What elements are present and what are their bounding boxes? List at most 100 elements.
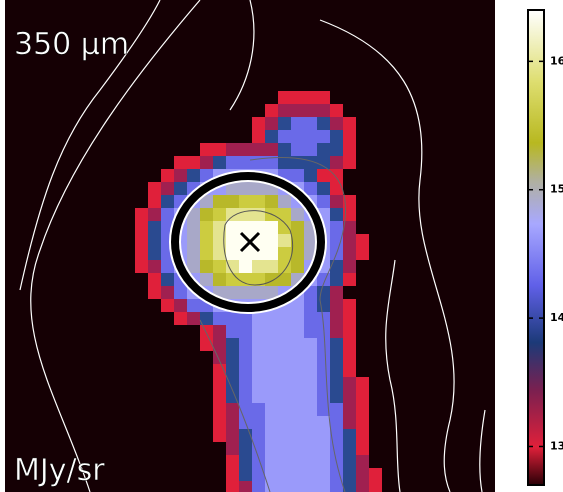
pixel: [252, 143, 265, 156]
pixel: [291, 481, 304, 492]
pixel: [278, 247, 291, 260]
pixel: [239, 143, 252, 156]
contour: [30, 0, 201, 492]
pixel: [226, 182, 239, 195]
pixel: [343, 403, 356, 416]
pixel: [226, 312, 239, 325]
pixel: [330, 442, 343, 455]
pixel: [213, 416, 226, 429]
source-marker: [239, 231, 261, 253]
pixel: [239, 442, 252, 455]
pixel: [265, 429, 278, 442]
pixel: [213, 143, 226, 156]
pixel: [343, 364, 356, 377]
pixel: [317, 156, 330, 169]
pixel: [343, 234, 356, 247]
pixel: [148, 234, 161, 247]
pixel: [330, 143, 343, 156]
pixel: [226, 260, 239, 273]
pixel: [291, 91, 304, 104]
pixel: [304, 403, 317, 416]
pixel: [343, 208, 356, 221]
pixel: [343, 156, 356, 169]
pixel: [213, 247, 226, 260]
pixel: [317, 299, 330, 312]
pixel: [187, 260, 200, 273]
pixel: [317, 130, 330, 143]
pixel: [213, 234, 226, 247]
pixel: [330, 351, 343, 364]
colorbar-tick-label: 14: [550, 311, 563, 324]
pixel: [265, 143, 278, 156]
pixel: [317, 377, 330, 390]
contour: [223, 210, 294, 286]
pixel: [187, 156, 200, 169]
pixel: [278, 416, 291, 429]
pixel: [265, 130, 278, 143]
pixel: [161, 286, 174, 299]
pixel: [291, 429, 304, 442]
pixel: [213, 156, 226, 169]
pixel: [174, 312, 187, 325]
pixel: [278, 312, 291, 325]
pixel: [304, 468, 317, 481]
pixel: [278, 208, 291, 221]
pixel: [330, 416, 343, 429]
pixel: [291, 143, 304, 156]
pixel: [213, 377, 226, 390]
pixel: [252, 364, 265, 377]
pixel: [304, 325, 317, 338]
pixel: [304, 182, 317, 195]
pixel: [200, 221, 213, 234]
pixel: [265, 442, 278, 455]
pixel: [200, 156, 213, 169]
pixel: [278, 260, 291, 273]
pixel: [304, 455, 317, 468]
pixel: [278, 403, 291, 416]
pixel: [148, 208, 161, 221]
pixel: [239, 351, 252, 364]
pixel: [252, 455, 265, 468]
contours: [19, 0, 486, 492]
pixel: [317, 143, 330, 156]
pixel: [304, 351, 317, 364]
pixel: [330, 156, 343, 169]
pixel: [265, 260, 278, 273]
pixel: [369, 481, 382, 492]
contour: [479, 409, 486, 492]
pixel: [291, 377, 304, 390]
pixel: [174, 156, 187, 169]
pixel: [200, 169, 213, 182]
pixel: [252, 312, 265, 325]
pixel: [252, 130, 265, 143]
pixel: [278, 130, 291, 143]
pixel: [252, 338, 265, 351]
pixel: [304, 429, 317, 442]
pixel: [356, 377, 369, 390]
pixel: [135, 208, 148, 221]
pixel: [135, 221, 148, 234]
pixel: [252, 260, 265, 273]
pixel: [343, 273, 356, 286]
pixel: [304, 130, 317, 143]
pixel: [239, 377, 252, 390]
pixel: [330, 130, 343, 143]
pixel: [317, 390, 330, 403]
pixel: [304, 156, 317, 169]
pixel: [187, 234, 200, 247]
pixel: [226, 234, 239, 247]
pixel: [239, 286, 252, 299]
pixel: [278, 273, 291, 286]
pixel: [265, 286, 278, 299]
pixel: [213, 208, 226, 221]
pixel: [226, 351, 239, 364]
pixel: [330, 338, 343, 351]
pixel: [239, 221, 252, 234]
pixel: [330, 260, 343, 273]
colorbar-tick-label: 16: [550, 54, 563, 67]
pixel: [356, 455, 369, 468]
pixel: [278, 351, 291, 364]
pixel: [330, 481, 343, 492]
pixel: [161, 208, 174, 221]
pixel: [187, 312, 200, 325]
